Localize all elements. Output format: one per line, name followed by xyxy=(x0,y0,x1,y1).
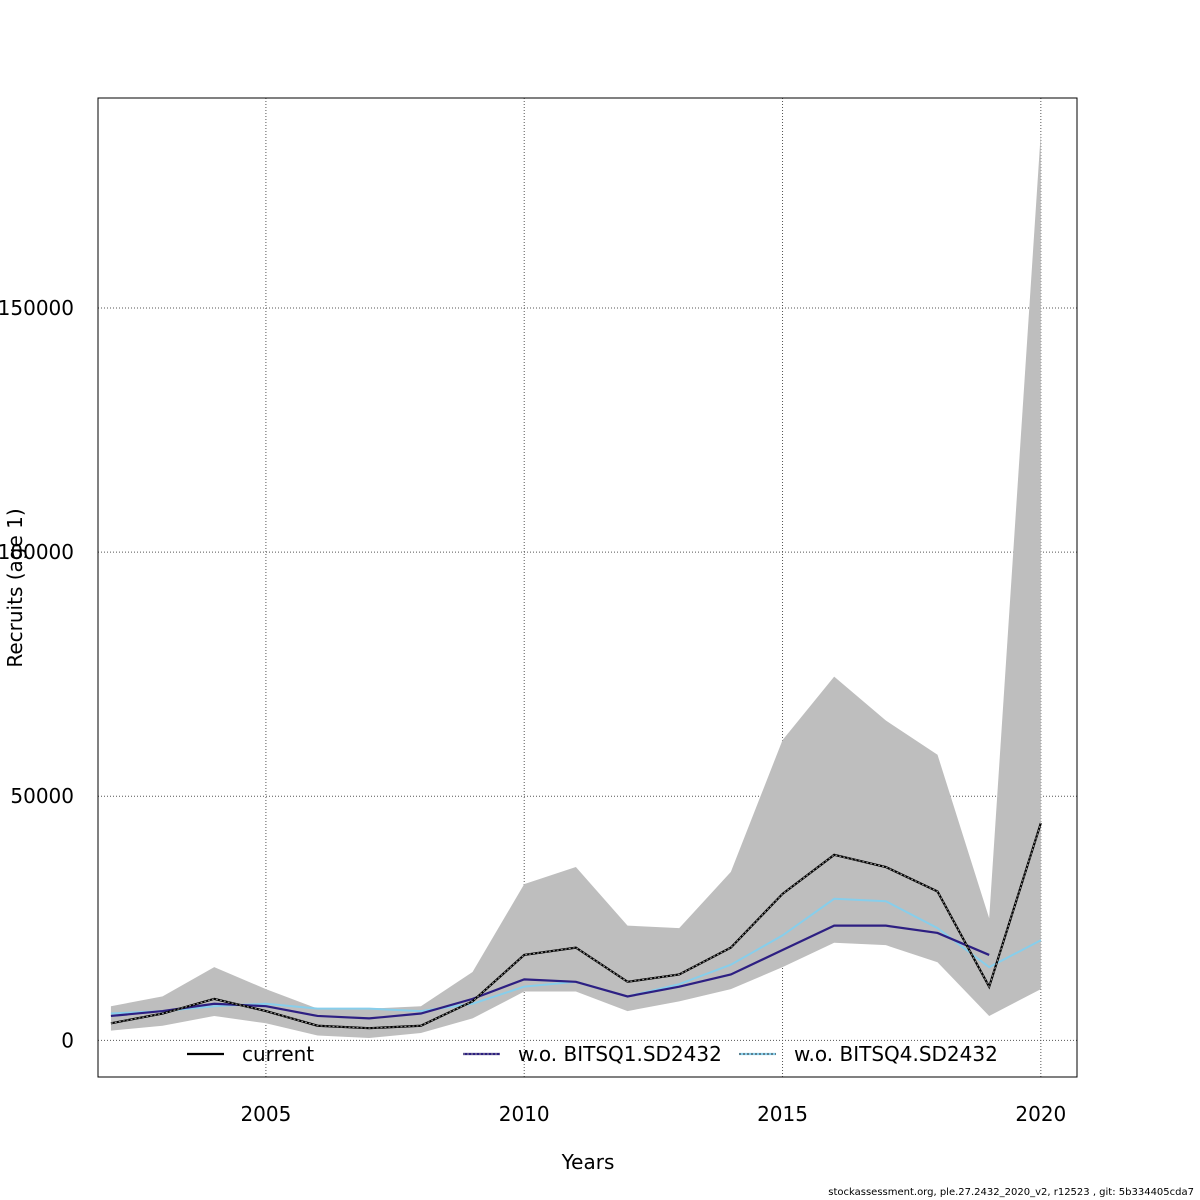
y-tick-label: 150000 xyxy=(0,296,74,320)
legend-item-wo-bitsq1-label: w.o. BITSQ1.SD2432 xyxy=(518,1042,722,1066)
series-layer xyxy=(110,822,1042,1030)
axes-layer: 2005 2010 2015 2020 0 50000 100000 150000 xyxy=(0,97,1078,1126)
x-tick-label: 2015 xyxy=(757,1102,808,1126)
y-tick-label: 100000 xyxy=(0,540,74,564)
confidence-band-layer xyxy=(110,132,1041,1038)
x-tick-label: 2020 xyxy=(1015,1102,1066,1126)
y-tick-label: 0 xyxy=(61,1028,74,1052)
confidence-band xyxy=(110,132,1041,1038)
series-line-current xyxy=(110,822,1042,1030)
series-line-wo-bitsq1 xyxy=(110,924,990,1020)
x-tick-label: 2010 xyxy=(499,1102,550,1126)
x-tick-label: 2005 xyxy=(240,1102,291,1126)
legend: current w.o. BITSQ1.SD2432 w.o. BITSQ4.SD2… xyxy=(187,1042,998,1066)
plot-frame xyxy=(97,97,1078,1078)
legend-item-wo-bitsq4-label: w.o. BITSQ4.SD2432 xyxy=(794,1042,998,1066)
legend-item-current-label: current xyxy=(242,1042,314,1066)
y-axis-title: Recruits (age 1) xyxy=(3,508,27,667)
x-axis-title: Years xyxy=(561,1150,615,1174)
footer-note: stockassessment.org, ple.27.2432_2020_v2… xyxy=(828,1187,1194,1198)
y-tick-label: 50000 xyxy=(10,784,74,808)
